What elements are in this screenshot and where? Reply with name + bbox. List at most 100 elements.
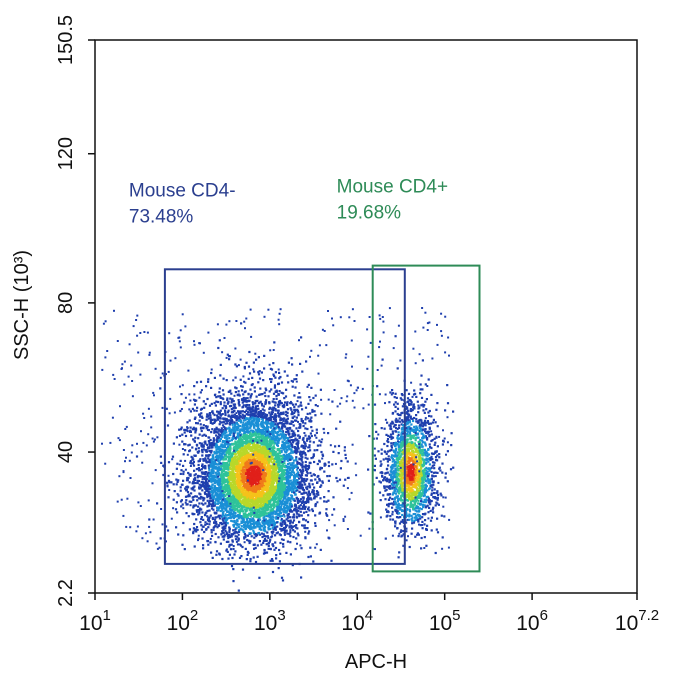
scatter-point-3675 bbox=[210, 528, 213, 532]
scatter-point-4794 bbox=[197, 447, 200, 450]
scatter-point-4134 bbox=[231, 442, 234, 445]
scatter-point-4847 bbox=[247, 502, 250, 505]
scatter-point-4968 bbox=[264, 431, 267, 434]
scatter-point-3437 bbox=[264, 451, 267, 454]
scatter-point-3964 bbox=[257, 515, 260, 518]
scatter-point-4844 bbox=[219, 483, 222, 486]
scatter-point-4380 bbox=[246, 480, 249, 483]
scatter-point-2276 bbox=[210, 468, 213, 472]
scatter-point-276 bbox=[218, 472, 221, 475]
scatter-point-448 bbox=[184, 495, 188, 498]
scatter-point-334 bbox=[208, 404, 212, 407]
scatter-point-2096 bbox=[255, 433, 258, 436]
scatter-point-3184 bbox=[231, 520, 234, 523]
scatter-point-550 bbox=[237, 390, 240, 393]
scatter-point-3540 bbox=[313, 410, 316, 413]
scatter-point-1605 bbox=[271, 471, 274, 474]
scatter-point-1648 bbox=[326, 475, 329, 478]
scatter-point-4908 bbox=[259, 487, 262, 491]
scatter-point-2698 bbox=[246, 443, 249, 446]
scatter-point-4743 bbox=[245, 437, 248, 440]
scatter-point-1791 bbox=[269, 426, 272, 429]
scatter-point-3858 bbox=[284, 413, 287, 416]
scatter-point-4661 bbox=[291, 462, 294, 465]
scatter-point-3077 bbox=[222, 496, 225, 499]
scatter-point-2451 bbox=[187, 493, 190, 496]
scatter-point-3761 bbox=[295, 496, 298, 499]
scatter-point-4880 bbox=[275, 481, 278, 484]
scatter-point-348 bbox=[320, 441, 323, 444]
scatter-point-4527 bbox=[219, 414, 222, 417]
scatter-point-2550 bbox=[179, 486, 182, 489]
scatter-point-1783 bbox=[245, 404, 248, 407]
scatter-point-3496 bbox=[190, 500, 193, 503]
scatter-point-3780 bbox=[248, 399, 251, 402]
scatter-point-3552 bbox=[294, 493, 297, 496]
scatter-point-4634 bbox=[238, 492, 241, 496]
scatter-point-3989 bbox=[296, 468, 299, 471]
scatter-point-2456 bbox=[189, 460, 192, 463]
scatter-point-1623 bbox=[198, 483, 201, 486]
scatter-point-1244 bbox=[198, 512, 201, 515]
scatter-point-4128 bbox=[222, 463, 225, 466]
scatter-point-2757 bbox=[239, 436, 242, 439]
scatter-point-3359 bbox=[241, 568, 245, 571]
scatter-point-3860 bbox=[293, 432, 296, 435]
scatter-point-312 bbox=[275, 511, 278, 514]
scatter-point-2281 bbox=[276, 441, 279, 444]
scatter-point-4121 bbox=[300, 474, 304, 477]
scatter-point-4078 bbox=[216, 431, 219, 434]
scatter-point-385 bbox=[248, 372, 252, 375]
scatter-point-2163 bbox=[236, 505, 239, 508]
scatter-point-1595 bbox=[242, 419, 246, 422]
scatter-point-2057 bbox=[308, 494, 311, 497]
scatter-point-978 bbox=[162, 464, 165, 467]
scatter-point-669 bbox=[304, 453, 307, 456]
scatter-point-953 bbox=[199, 521, 202, 524]
scatter-point-4457 bbox=[260, 472, 263, 475]
scatter-point-4245 bbox=[248, 350, 251, 354]
scatter-point-2611 bbox=[224, 453, 227, 456]
scatter-point-4329 bbox=[282, 475, 285, 478]
scatter-point-3036 bbox=[268, 440, 271, 443]
scatter-point-3869 bbox=[245, 527, 248, 530]
scatter-point-4468 bbox=[217, 509, 220, 512]
scatter-point-4763 bbox=[286, 501, 289, 504]
scatter-point-2128 bbox=[290, 449, 293, 453]
scatter-point-2794 bbox=[315, 431, 318, 434]
scatter-point-1179 bbox=[235, 387, 238, 390]
scatter-point-1506 bbox=[241, 385, 244, 388]
scatter-point-4499 bbox=[214, 446, 217, 449]
scatter-point-3830 bbox=[235, 527, 238, 530]
scatter-point-2040 bbox=[253, 525, 256, 528]
scatter-point-4657 bbox=[219, 458, 222, 461]
scatter-point-4446 bbox=[302, 505, 305, 508]
scatter-point-3826 bbox=[278, 390, 281, 393]
scatter-point-3948 bbox=[288, 456, 291, 459]
scatter-point-872 bbox=[285, 485, 288, 488]
scatter-point-1188 bbox=[281, 435, 284, 438]
scatter-point-763 bbox=[263, 409, 266, 412]
scatter-point-542 bbox=[339, 420, 342, 423]
scatter-point-1529 bbox=[335, 476, 338, 480]
scatter-point-2946 bbox=[259, 431, 262, 434]
scatter-point-4440 bbox=[307, 532, 310, 535]
scatter-point-2349 bbox=[264, 468, 267, 471]
scatter-point-2094 bbox=[274, 469, 278, 472]
scatter-point-2344 bbox=[234, 460, 237, 463]
scatter-point-4224 bbox=[307, 495, 310, 498]
scatter-point-2417 bbox=[236, 477, 239, 480]
scatter-point-3895 bbox=[210, 444, 213, 447]
scatter-point-2168 bbox=[296, 532, 299, 535]
scatter-point-4143 bbox=[255, 472, 258, 475]
scatter-point-4272 bbox=[302, 446, 305, 449]
scatter-point-2857 bbox=[275, 397, 278, 400]
scatter-point-1352 bbox=[280, 506, 283, 509]
scatter-point-2612 bbox=[260, 411, 263, 414]
scatter-point-3043 bbox=[200, 429, 203, 433]
scatter-point-2316 bbox=[234, 550, 237, 553]
scatter-point-2840 bbox=[273, 401, 276, 404]
scatter-point-2014 bbox=[241, 424, 244, 427]
scatter-point-4526 bbox=[299, 481, 302, 484]
